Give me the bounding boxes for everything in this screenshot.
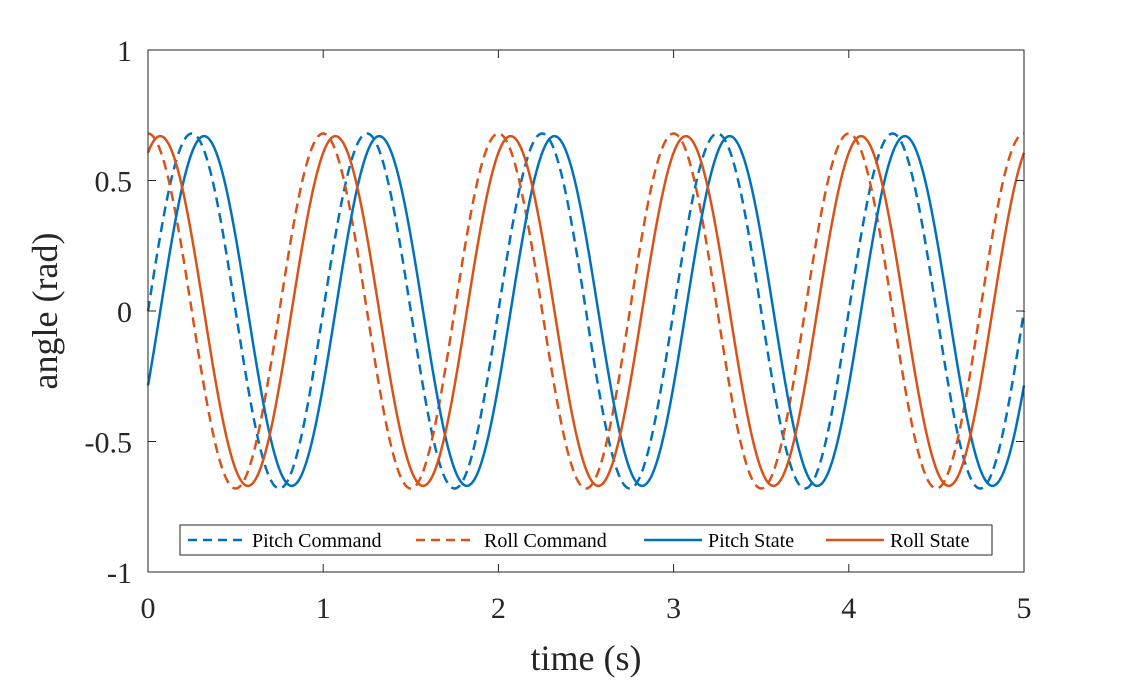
series-line-roll-command — [147, 132, 1025, 490]
x-tick-label: 1 — [316, 592, 331, 625]
legend-label-pitch-state: Pitch State — [708, 530, 794, 552]
y-tick-label: -1 — [107, 557, 132, 590]
x-tick-label: 3 — [666, 592, 681, 625]
legend-label-pitch-command: Pitch Command — [252, 530, 381, 552]
series-layer — [146, 132, 1026, 490]
x-tick-label: 5 — [1017, 592, 1032, 625]
y-tick-label: 0 — [117, 296, 132, 329]
x-axis-title: time (s) — [531, 638, 642, 678]
y-tick-label: -0.5 — [85, 427, 133, 460]
legend: Pitch Command Roll Command Pitch State R… — [179, 524, 993, 556]
y-tick-label: 0.5 — [95, 166, 133, 199]
tick-layer — [147, 49, 1025, 573]
x-tick-label: 4 — [841, 592, 856, 625]
series-line-roll-state — [146, 134, 1026, 488]
legend-label-roll-command: Roll Command — [484, 530, 607, 552]
series-line-pitch-state — [146, 134, 1026, 488]
y-axis-title: angle (rad) — [25, 233, 65, 390]
legend-label-roll-state: Roll State — [890, 530, 970, 552]
x-tick-label: 2 — [491, 592, 506, 625]
x-tick-label: 0 — [141, 592, 156, 625]
series-line-pitch-command — [146, 132, 1026, 490]
y-tick-label: 1 — [117, 35, 132, 68]
